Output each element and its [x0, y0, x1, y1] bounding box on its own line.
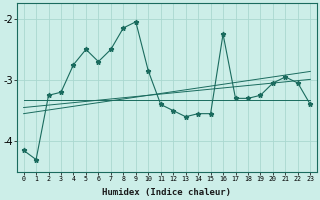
- X-axis label: Humidex (Indice chaleur): Humidex (Indice chaleur): [102, 188, 231, 197]
